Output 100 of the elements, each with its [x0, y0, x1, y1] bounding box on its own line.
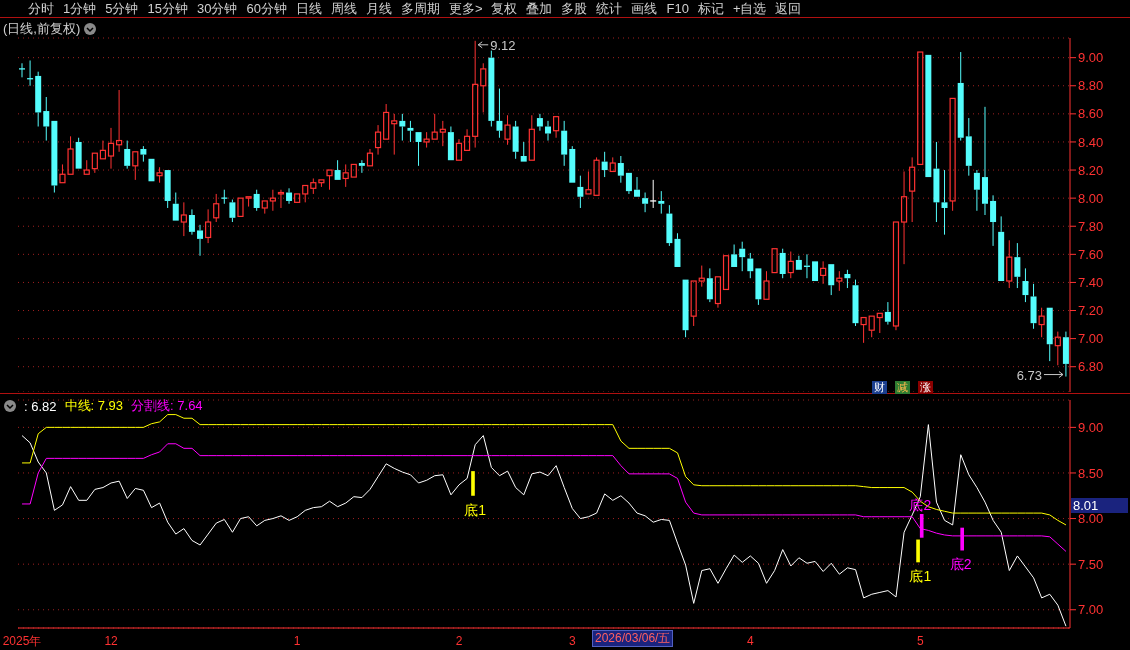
x-tick-label: 4 [747, 633, 755, 648]
candlestick [472, 40, 479, 149]
line-series [21, 414, 1067, 526]
candlestick [998, 215, 1005, 282]
candlestick [1030, 283, 1037, 330]
candlestick [625, 172, 632, 195]
y-tick-label: 8.60 [1078, 106, 1104, 122]
y-tick-label: 7.50 [1078, 556, 1104, 572]
text: 统计 [596, 0, 623, 18]
text: F10 [666, 1, 689, 16]
candlestick [820, 260, 827, 285]
candlestick [83, 159, 90, 175]
candlestick [350, 163, 357, 178]
text: 30分钟 [196, 0, 238, 18]
candlestick [965, 117, 972, 177]
text: 1分钟 [63, 0, 97, 18]
candlestick [779, 248, 786, 279]
candlestick [132, 151, 139, 181]
candlestick [1022, 267, 1029, 303]
candlestick [342, 163, 349, 188]
candlestick [124, 140, 131, 170]
candlestick [925, 54, 932, 178]
candlestick [1046, 307, 1053, 362]
series-label: : 6.82 [24, 398, 57, 414]
candlestick [860, 316, 867, 344]
candlestick [318, 179, 325, 188]
candlestick [205, 208, 212, 244]
candlestick [415, 132, 422, 167]
candlestick [455, 138, 463, 161]
candlestick [99, 140, 107, 160]
series-label: 中线: 7.93 [64, 397, 124, 415]
text: 8.01 [1071, 498, 1128, 513]
text: 多股 [561, 0, 588, 18]
candlestick [1014, 242, 1021, 289]
candlestick [197, 224, 204, 257]
candlestick [909, 156, 916, 223]
candlestick [383, 103, 390, 140]
text: 分割线: 7.64 [131, 397, 203, 415]
candlestick [180, 201, 187, 237]
candlestick [634, 176, 641, 197]
candlestick [561, 120, 568, 167]
candlestick [213, 193, 220, 223]
annotation: 涨 [918, 381, 933, 394]
y-tick-label: 7.00 [1078, 331, 1104, 347]
candlestick [892, 221, 900, 331]
x-tick-label: 1 [293, 633, 301, 648]
text: 60分钟 [246, 0, 287, 18]
candlestick [148, 158, 155, 182]
x-tick-label: 2 [455, 633, 463, 648]
text: 标记 [697, 0, 724, 18]
candlestick [75, 137, 82, 169]
candlestick [836, 270, 843, 292]
y-tick-label: 7.80 [1078, 218, 1104, 234]
candlestick [658, 190, 665, 215]
candlestick [294, 193, 301, 203]
text: 多周期 [400, 0, 440, 18]
text: 复权 [491, 0, 518, 18]
candlestick [957, 51, 964, 142]
candlestick [771, 248, 778, 274]
data-label: 底1 [909, 568, 932, 585]
text: 2026/03/06/五 [592, 630, 674, 647]
text: 月线 [365, 0, 392, 18]
y-tick-label: 8.20 [1078, 162, 1104, 178]
x-tick-label: 5 [916, 633, 924, 648]
candlestick [617, 155, 624, 184]
candlestick [528, 114, 535, 161]
candlestick [463, 128, 471, 151]
candlestick [512, 120, 519, 160]
bar [916, 539, 920, 563]
y-tick-label: 9.00 [1078, 50, 1104, 66]
x-tick-label: 2025年 [2, 633, 42, 648]
text: +自选 [732, 0, 767, 18]
y-tick-label: 8.80 [1078, 78, 1104, 94]
candlestick [35, 71, 42, 127]
candlestick [552, 116, 560, 139]
candlestick [536, 113, 543, 132]
candlestick [844, 269, 851, 289]
candlestick [577, 175, 584, 209]
candlestick [140, 145, 147, 163]
candlestick [43, 96, 50, 142]
candlestick [172, 192, 179, 221]
y-tick-label: 8.50 [1078, 465, 1104, 481]
candlestick [642, 192, 649, 213]
candlestick [682, 279, 689, 338]
y-tick-label: 7.20 [1078, 303, 1104, 319]
candlestick [188, 208, 195, 236]
candlestick [358, 159, 365, 174]
x-tick-label: 12 [104, 633, 119, 648]
candlestick [399, 113, 406, 142]
annotation: 6.73 [1016, 367, 1042, 383]
text: 5分钟 [105, 0, 139, 18]
candlestick [107, 127, 115, 170]
line-series [21, 443, 1067, 552]
candlestick [1062, 331, 1069, 378]
text: 画线 [631, 0, 658, 18]
y-tick-label: 8.40 [1078, 134, 1104, 150]
candlestick [496, 88, 503, 139]
candlestick [973, 169, 980, 212]
text: 15分钟 [147, 0, 188, 18]
candlestick [722, 255, 730, 291]
